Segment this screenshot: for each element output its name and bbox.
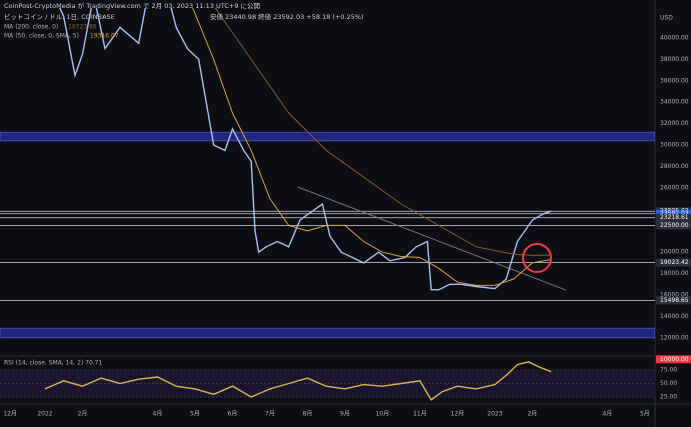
x-tick-label: 5月 bbox=[190, 411, 200, 418]
x-tick-label: 8月 bbox=[303, 411, 313, 418]
rsi-title: RSI (14, close, SMA, 14, 2) 70.71 bbox=[4, 360, 102, 367]
ohlc: 安値 23440.98 終値 23592.03 +58.18 (+0.25%) bbox=[210, 12, 364, 21]
y-tick-label: 25.00 bbox=[660, 394, 677, 401]
y-tick-label: 50.00 bbox=[660, 380, 677, 387]
zone bbox=[0, 131, 655, 142]
highlight-circle bbox=[522, 243, 552, 273]
level-box bbox=[656, 296, 691, 305]
level-label: 23218.61 bbox=[660, 214, 689, 221]
y-tick-label: 34000.00 bbox=[660, 99, 689, 106]
y-tick-label: 26000.00 bbox=[660, 184, 689, 191]
legend-entry: MA (50, close, 0, SMA, 5) bbox=[4, 33, 79, 40]
zone bbox=[0, 327, 655, 339]
pane bbox=[0, 8, 655, 339]
x-tick-label: 2月 bbox=[78, 411, 88, 418]
y-tick-label: 30000.00 bbox=[660, 142, 689, 149]
y-tick-label: 36000.00 bbox=[660, 77, 689, 84]
series-line bbox=[44, 361, 552, 401]
y-tick-label: 18000.00 bbox=[660, 270, 689, 277]
level-box bbox=[656, 213, 691, 222]
x-tick-label: 2月 bbox=[527, 411, 537, 418]
legend-entry: MA (200, close, 0) bbox=[4, 24, 58, 31]
series-line bbox=[59, 8, 552, 291]
x-tick-label: 4月 bbox=[153, 411, 163, 418]
y-axis-label: USD bbox=[660, 15, 673, 22]
level-label: 19023.42 bbox=[660, 259, 689, 266]
y-tick-label: 38000.00 bbox=[660, 56, 689, 63]
x-tick-label: 7月 bbox=[265, 411, 275, 418]
pane bbox=[0, 361, 655, 401]
x-tick-label: 12月 bbox=[451, 411, 465, 418]
legend-value: 19723.86 bbox=[68, 24, 97, 31]
x-tick-label: 6月 bbox=[228, 411, 238, 418]
x-tick-label: 2022 bbox=[37, 411, 52, 418]
series-line bbox=[214, 8, 552, 256]
y-tick-label: 12000.00 bbox=[660, 334, 689, 341]
x-tick-label: 10月 bbox=[376, 411, 390, 418]
y-tick-label: 28000.00 bbox=[660, 163, 689, 170]
level-box bbox=[656, 258, 691, 267]
level-label: 10000.00 bbox=[660, 356, 689, 363]
x-tick-label: 5月 bbox=[640, 411, 650, 418]
y-tick-label: 16000.00 bbox=[660, 292, 689, 299]
legend-value: 19316.07 bbox=[90, 33, 119, 40]
y-tick-label: 32000.00 bbox=[660, 120, 689, 127]
series-line bbox=[192, 8, 552, 286]
x-tick-label: 2023 bbox=[487, 411, 502, 418]
y-tick-label: 14000.00 bbox=[660, 313, 689, 320]
x-tick-label: 9月 bbox=[340, 411, 350, 418]
y-tick-label: 20000.00 bbox=[660, 249, 689, 256]
x-tick-label: 11月 bbox=[413, 411, 427, 418]
level-label: 22500.00 bbox=[660, 222, 689, 229]
y-tick-label: 40000.00 bbox=[660, 34, 689, 41]
x-tick-label: 12月 bbox=[3, 411, 17, 418]
publish-info: CoinPost-CryptoMedia が TradingView.com で… bbox=[4, 1, 260, 10]
y-tick-label: 75.00 bbox=[660, 366, 677, 373]
level-box bbox=[656, 355, 691, 364]
trendline bbox=[297, 186, 567, 291]
level-box bbox=[656, 221, 691, 230]
level-label: 15498.65 bbox=[660, 297, 689, 304]
x-tick-label: 4月 bbox=[602, 411, 612, 418]
plot-area: 40000.00 38000.00 36000.00 34000.00 32000.00… bbox=[0, 8, 691, 418]
symbol: ビットコイン / ドル, 1日, COINBASE bbox=[4, 12, 115, 21]
